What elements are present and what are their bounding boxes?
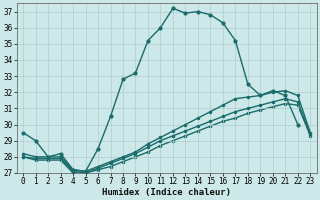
X-axis label: Humidex (Indice chaleur): Humidex (Indice chaleur) (102, 188, 231, 197)
